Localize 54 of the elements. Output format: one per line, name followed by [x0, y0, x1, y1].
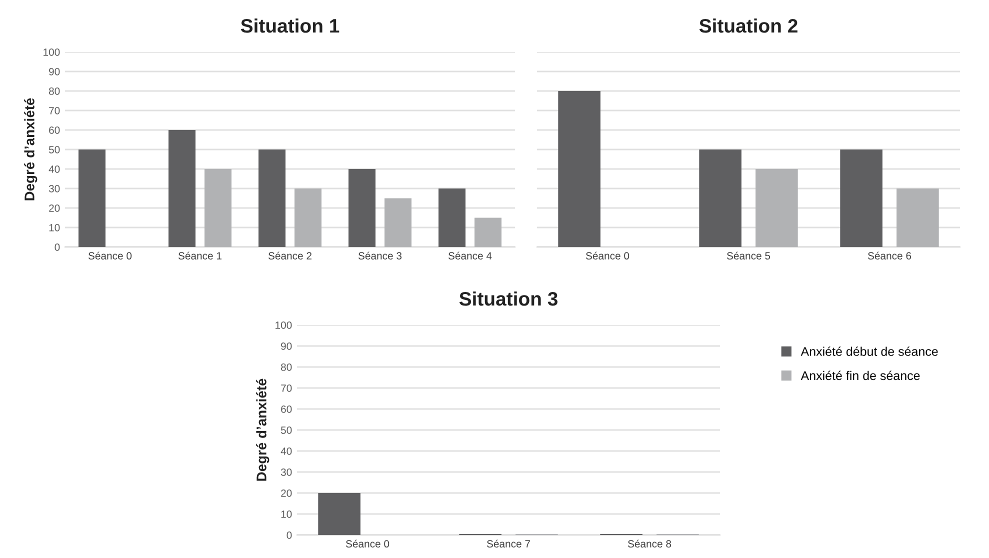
x-tick-label: Séance 3: [358, 252, 402, 260]
y-tick-label: 60: [281, 406, 292, 413]
legend-label: Anxiété fin de séance: [800, 370, 920, 380]
x-tick-label: Séance 7: [486, 540, 530, 548]
x-tick-label: Séance 1: [178, 252, 222, 260]
bar: [558, 91, 600, 247]
y-axis-title: Degré d’anxiété: [256, 378, 270, 481]
x-tick-label: Séance 0: [586, 252, 630, 260]
y-tick-label: 50: [48, 146, 60, 154]
y-axis-title: Degré d’anxiété: [24, 98, 38, 200]
y-tick-label: 90: [49, 68, 60, 76]
x-tick-label: Séance 4: [448, 252, 492, 260]
bar: [168, 130, 196, 247]
x-tick-label: Séance 0: [88, 252, 132, 260]
y-tick-label: 100: [44, 48, 60, 56]
y-tick-label: 50: [280, 426, 292, 434]
bar: [78, 150, 106, 247]
y-tick-label: 100: [276, 322, 292, 329]
bar: [896, 188, 939, 247]
bar: [840, 150, 882, 247]
bar: [384, 198, 412, 247]
y-tick-label: 40: [48, 166, 60, 173]
bar: [258, 150, 286, 247]
chart-title: Situation 1: [240, 18, 340, 33]
bar: [438, 188, 466, 247]
y-tick-label: 0: [54, 244, 60, 251]
y-tick-label: 0: [286, 532, 292, 539]
y-tick-label: 10: [49, 224, 60, 232]
chart-title: Situation 3: [459, 291, 558, 306]
bar: [204, 169, 232, 247]
y-tick-label: 40: [280, 448, 292, 455]
y-tick-label: 60: [49, 126, 60, 134]
y-tick-label: 90: [281, 342, 292, 350]
y-tick-label: 20: [49, 204, 60, 212]
y-tick-label: 30: [280, 468, 292, 476]
x-tick-label: Séance 2: [268, 252, 312, 260]
y-tick-label: 80: [49, 88, 60, 95]
y-tick-label: 70: [281, 384, 292, 392]
bar: [474, 218, 502, 247]
bar: [699, 150, 742, 247]
legend-label: Anxiété début de séance: [800, 346, 938, 356]
y-tick-label: 70: [49, 107, 60, 114]
y-tick-label: 30: [48, 185, 60, 192]
x-tick-label: Séance 0: [346, 540, 390, 548]
x-tick-label: Séance 6: [868, 252, 912, 260]
y-tick-label: 10: [281, 510, 292, 518]
bar: [348, 169, 376, 247]
x-tick-label: Séance 5: [726, 252, 770, 260]
y-tick-label: 20: [281, 490, 292, 497]
y-tick-label: 80: [281, 364, 292, 371]
bar: [294, 188, 322, 247]
chart-title: Situation 2: [699, 18, 798, 33]
x-tick-label: Séance 8: [628, 540, 672, 548]
bar: [756, 169, 798, 247]
